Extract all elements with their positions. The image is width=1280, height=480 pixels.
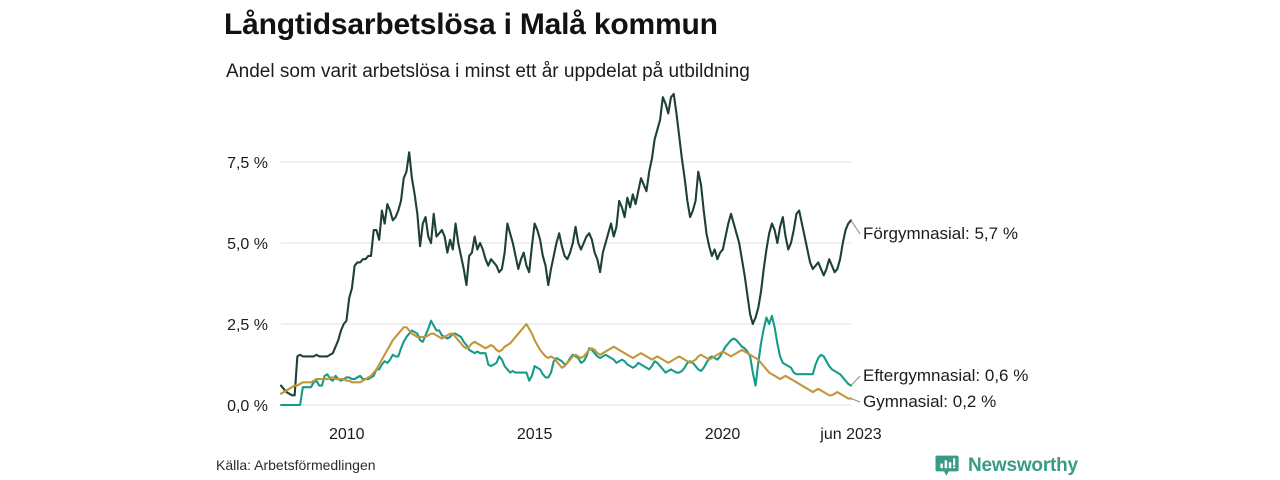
- source-note: Källa: Arbetsförmedlingen: [216, 457, 376, 473]
- brand-name: Newsworthy: [968, 455, 1078, 476]
- series-leader-line: [850, 220, 861, 235]
- x-axis-tick-label: 2015: [517, 426, 553, 443]
- y-axis-tick-label: 0,0 %: [227, 398, 268, 415]
- y-axis-tick-labels: 0,0 % 2,5 % 5,0 % 7,5 %: [227, 155, 268, 415]
- series-inline-labels: Förgymnasial: 5,7 % Eftergymnasial: 0,6 %…: [850, 220, 1028, 411]
- series-lines: [279, 92, 853, 407]
- series-line-eftergymnasial: [279, 314, 853, 407]
- x-axis-tick-labels: 2010 2015 2020 jun 2023: [329, 426, 882, 443]
- x-axis-tick-label: 2020: [705, 426, 741, 443]
- series-line-förgymnasial: [279, 92, 853, 397]
- newsworthy-logo: Newsworthy: [934, 453, 1078, 479]
- series-leader-line: [850, 375, 861, 386]
- x-axis-tick-label: 2010: [329, 426, 365, 443]
- page-title: Långtidsarbetslösa i Malå kommun: [224, 8, 718, 41]
- newsworthy-mark-icon: [935, 455, 959, 476]
- y-axis-tick-label: 2,5 %: [227, 317, 268, 334]
- y-axis-tick-label: 5,0 %: [227, 236, 268, 253]
- gridlines: [281, 161, 851, 406]
- series-leader-line: [850, 398, 861, 403]
- series-label-förgymnasial: Förgymnasial: 5,7 %: [863, 224, 1018, 243]
- x-axis-tick-label: jun 2023: [819, 426, 881, 443]
- series-label-gymnasial: Gymnasial: 0,2 %: [863, 392, 996, 411]
- series-line-gymnasial: [279, 322, 853, 400]
- series-label-eftergymnasial: Eftergymnasial: 0,6 %: [863, 366, 1028, 385]
- chart-subtitle: Andel som varit arbetslösa i minst ett å…: [226, 61, 750, 82]
- y-axis-tick-label: 7,5 %: [227, 155, 268, 172]
